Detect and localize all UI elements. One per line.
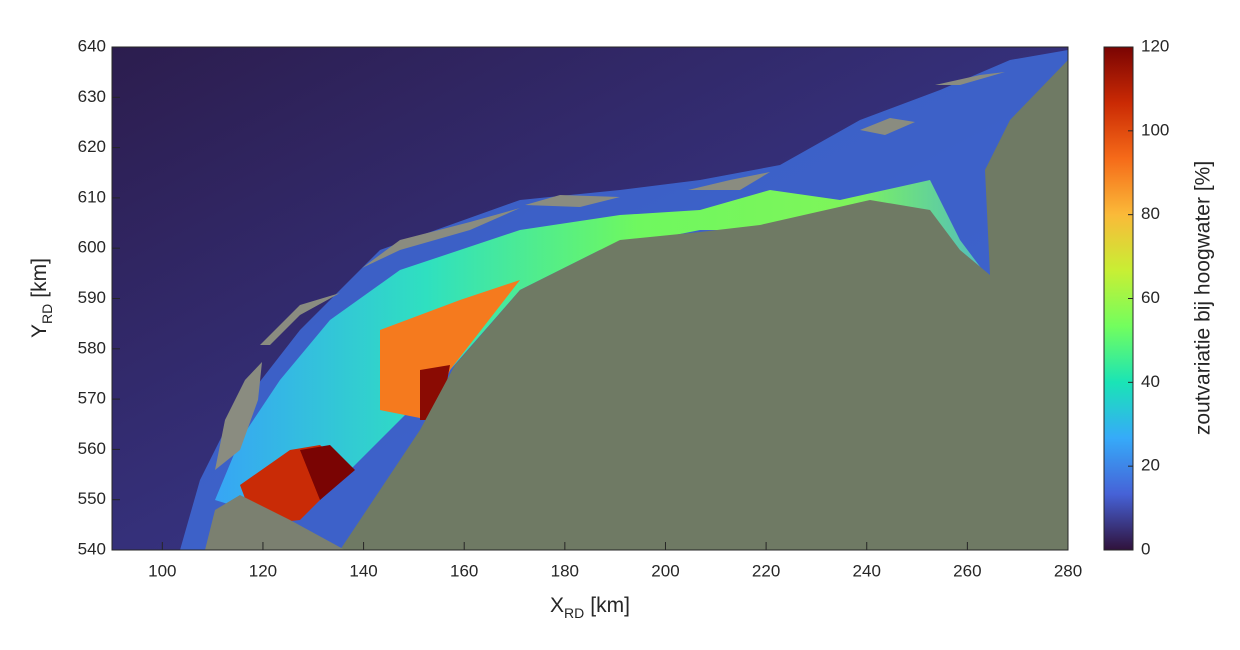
x-tick-label: 100 [148,561,176,580]
y-tick-label: 600 [78,238,106,257]
y-tick-label: 590 [78,288,106,307]
island [215,362,262,470]
x-label-sub: RD [564,605,584,621]
y-tick-label: 560 [78,439,106,458]
y-tick-label: 550 [78,489,106,508]
y-tick-label: 580 [78,338,106,357]
island [260,293,340,345]
mainland [340,60,1068,550]
x-label-unit: [km] [590,594,630,617]
island [688,172,770,190]
y-axis-label: YRD [km] [28,258,55,338]
colorbar-tick-label: 20 [1141,456,1160,475]
colorbar-tick-label: 0 [1141,539,1150,558]
x-axis-label: XRD [km] [550,594,630,621]
x-tick-label: 220 [752,561,780,580]
island [362,208,520,268]
x-tick-label: 180 [551,561,579,580]
x-tick-label: 120 [249,561,277,580]
hot-area [380,280,520,420]
x-label-main: X [550,594,564,617]
y-tick-label: 610 [78,187,106,206]
x-tick-label: 200 [651,561,679,580]
hot-area [300,445,355,500]
y-tick-label: 540 [78,539,106,558]
colorbar-tick-label: 80 [1141,204,1160,223]
map-layer [111,46,1069,551]
y-label-main: Y [28,324,51,338]
wadden-sea [215,180,1060,520]
x-tick-label: 260 [953,561,981,580]
y-tick-label: 630 [78,87,106,106]
mainland [205,495,345,550]
x-tick-label: 240 [853,561,881,580]
y-label-sub: RD [39,304,55,324]
colorbar-tick-label: 60 [1141,288,1160,307]
island [935,72,1005,85]
x-tick-label: 280 [1054,561,1082,580]
colorbar-tick-label: 120 [1141,36,1169,55]
island [860,118,915,135]
colorbar-tick-label: 100 [1141,120,1169,139]
colorbar-label: zoutvariatie bij hoogwater [%] [1192,161,1215,435]
x-tick-label: 140 [349,561,377,580]
colorbar-tick-label: 40 [1141,372,1160,391]
island [525,195,620,207]
x-tick-label: 160 [450,561,478,580]
y-tick-label: 570 [78,389,106,408]
y-tick-label: 640 [78,36,106,55]
y-label-unit: [km] [28,258,51,298]
y-tick-label: 620 [78,137,106,156]
